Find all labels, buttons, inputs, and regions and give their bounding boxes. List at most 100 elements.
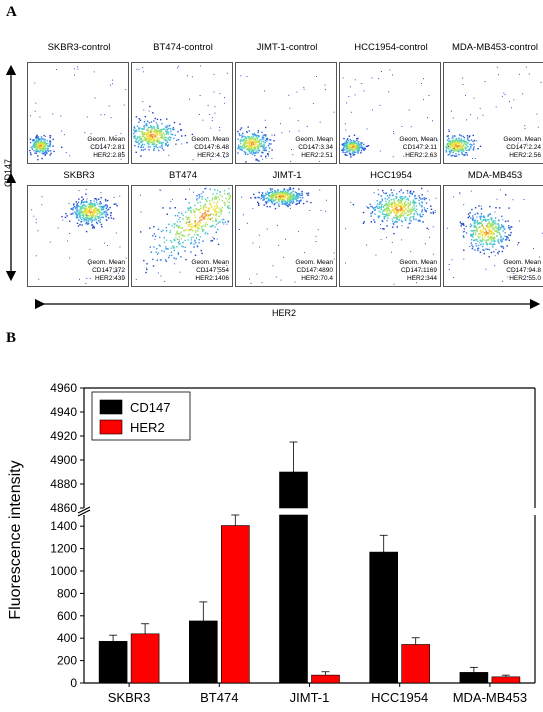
event-dot — [158, 132, 161, 134]
event-dot — [105, 210, 107, 212]
event-dot — [193, 225, 195, 227]
event-dot — [363, 146, 365, 148]
event-dot — [465, 146, 468, 149]
event-dot — [184, 246, 186, 248]
event-dot — [270, 191, 273, 194]
event-dot — [464, 230, 466, 232]
event-dot — [419, 213, 421, 215]
event-dot — [273, 140, 275, 142]
event-dot — [453, 277, 455, 278]
event-dot — [363, 149, 365, 151]
event-dot — [298, 202, 300, 204]
event-dot — [315, 241, 317, 242]
event-dot — [269, 199, 272, 201]
event-dot — [278, 193, 280, 195]
event-dot — [421, 205, 423, 207]
event-dot — [486, 223, 489, 225]
event-dot — [136, 68, 138, 70]
event-dot — [347, 146, 349, 148]
event-dot — [408, 109, 410, 111]
event-dot — [219, 127, 221, 128]
event-dot — [391, 251, 393, 253]
event-dot — [94, 203, 96, 205]
event-dot — [215, 218, 217, 220]
event-dot — [193, 246, 195, 248]
event-dot — [479, 229, 482, 231]
event-dot — [417, 214, 419, 216]
event-dot — [196, 234, 198, 236]
event-dot — [394, 209, 396, 211]
event-dot — [246, 142, 248, 145]
event-dot — [176, 232, 178, 235]
scatter-density — [29, 66, 127, 161]
event-dot — [380, 239, 382, 241]
event-dot — [194, 220, 196, 223]
event-dot — [267, 144, 270, 147]
event-dot — [257, 130, 260, 132]
event-dot — [402, 208, 404, 211]
event-dot — [380, 205, 382, 208]
event-dot — [239, 134, 241, 137]
event-dot — [449, 140, 452, 143]
event-dot — [248, 136, 250, 138]
stat-line: Geom. Mean — [295, 136, 333, 143]
event-dot — [449, 147, 451, 149]
event-dot — [298, 201, 301, 203]
event-dot — [496, 230, 498, 232]
event-dot — [229, 207, 231, 209]
event-dot — [392, 202, 394, 204]
event-dot — [354, 149, 356, 151]
event-dot — [99, 221, 101, 223]
x-tick-label: BT474 — [200, 690, 238, 705]
event-dot — [288, 203, 290, 205]
event-dot — [212, 213, 214, 216]
event-dot — [369, 203, 371, 205]
event-dot — [415, 211, 417, 213]
event-dot — [152, 112, 154, 114]
event-dot — [362, 211, 365, 214]
event-dot — [179, 217, 181, 218]
event-dot — [85, 212, 87, 214]
event-dot — [288, 197, 291, 199]
event-dot — [246, 130, 248, 133]
event-dot — [194, 216, 196, 218]
event-dot — [477, 235, 479, 237]
event-dot — [255, 159, 257, 161]
event-dot — [460, 138, 462, 141]
event-dot — [254, 146, 256, 149]
event-dot — [142, 128, 144, 130]
event-dot — [224, 156, 226, 158]
event-dot — [250, 152, 253, 154]
event-dot — [410, 216, 412, 218]
event-dot — [247, 144, 249, 147]
event-dot — [216, 192, 218, 195]
event-dot — [218, 221, 220, 223]
event-dot — [85, 216, 87, 219]
event-dot — [35, 255, 37, 257]
event-dot — [102, 206, 104, 208]
event-dot — [265, 149, 267, 152]
event-dot — [422, 213, 424, 216]
event-dot — [254, 154, 256, 157]
event-dot — [257, 146, 260, 148]
event-dot — [280, 197, 283, 199]
event-dot — [277, 189, 279, 191]
event-dot — [211, 206, 213, 208]
event-dot — [97, 220, 100, 222]
event-dot — [160, 130, 163, 133]
event-dot — [150, 126, 152, 128]
event-dot — [79, 278, 80, 280]
event-dot — [151, 137, 153, 139]
event-dot — [87, 223, 89, 226]
event-dot — [411, 206, 414, 208]
event-dot — [292, 187, 295, 190]
event-dot — [219, 221, 221, 223]
event-dot — [151, 127, 153, 129]
event-dot — [159, 130, 161, 132]
event-dot — [470, 114, 472, 116]
event-dot — [240, 139, 242, 141]
event-dot — [60, 130, 62, 132]
event-dot — [87, 215, 90, 217]
event-dot — [379, 202, 382, 205]
event-dot — [255, 135, 257, 137]
